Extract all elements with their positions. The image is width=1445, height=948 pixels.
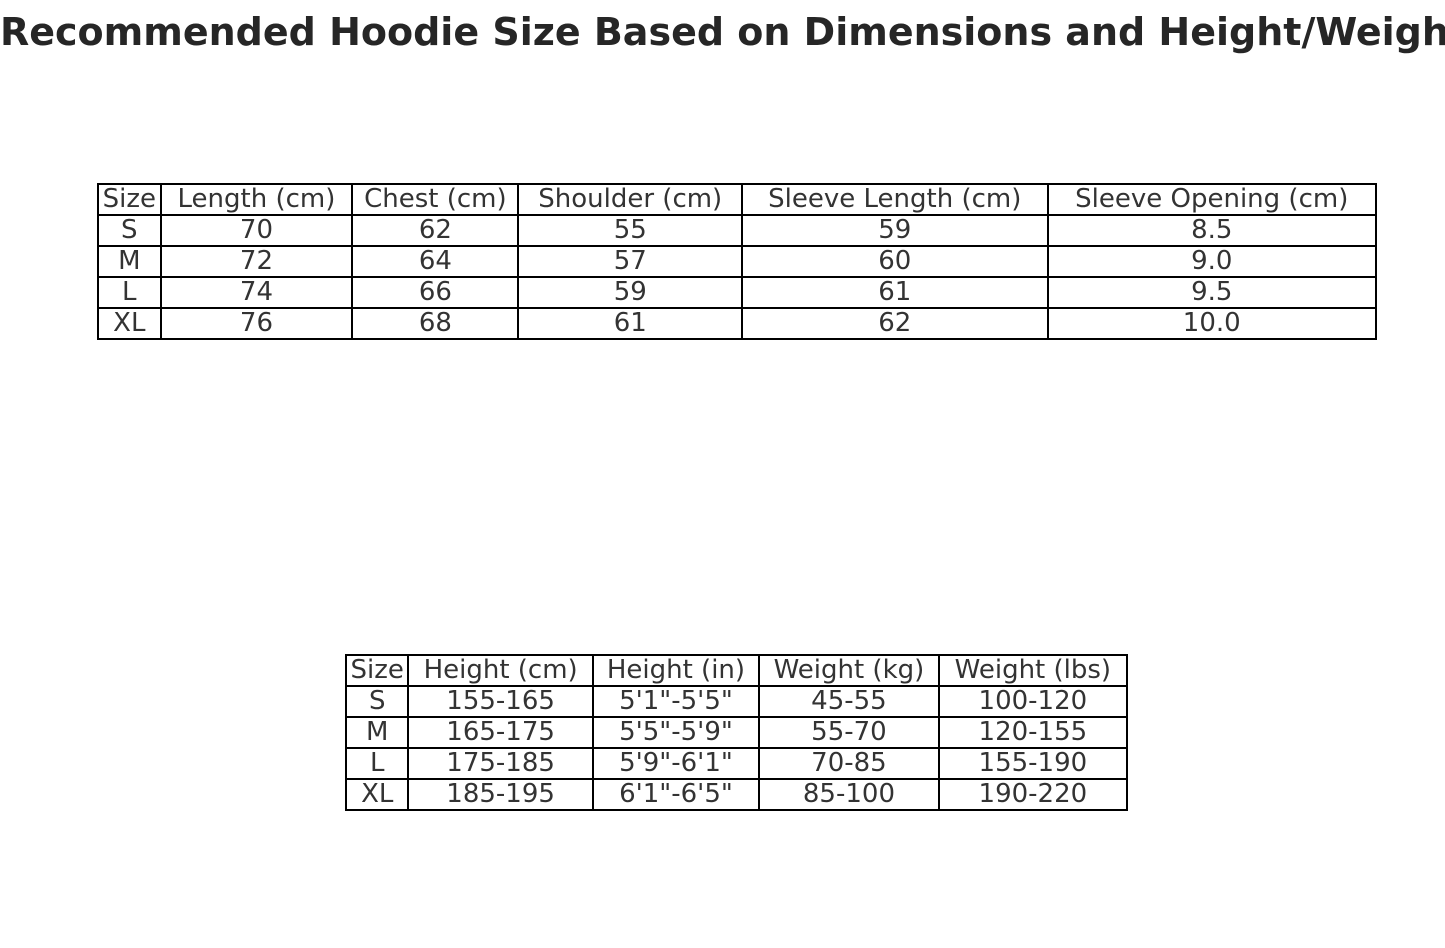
table-row: XL 76 68 61 62 10.0 <box>97 307 1377 340</box>
column-header: Length (cm) <box>159 183 354 216</box>
column-header: Shoulder (cm) <box>517 183 744 216</box>
height-weight-table: Size Height (cm) Height (in) Weight (kg) Wei… <box>344 654 1129 811</box>
table-cell: 55-70 <box>758 716 940 749</box>
table-cell: 59 <box>741 214 1049 247</box>
table-cell: 59 <box>517 276 744 309</box>
table-cell: M <box>97 245 162 278</box>
table-cell: 190-220 <box>937 778 1129 811</box>
table-cell: 10.0 <box>1046 307 1377 340</box>
table-cell: L <box>344 747 410 780</box>
table-row: L 74 66 59 61 9.5 <box>97 276 1377 309</box>
table-cell: 61 <box>517 307 744 340</box>
table-cell: 100-120 <box>937 685 1129 718</box>
table-row: M 165-175 5'5"-5'9" 55-70 120-155 <box>344 716 1129 749</box>
table-cell: 8.5 <box>1046 214 1377 247</box>
table-cell: XL <box>344 778 410 811</box>
table-row: L 175-185 5'9"-6'1" 70-85 155-190 <box>344 747 1129 780</box>
table-cell: 155-190 <box>937 747 1129 780</box>
table-cell: 155-165 <box>407 685 594 718</box>
table-cell: 76 <box>159 307 354 340</box>
hoodie-dimensions-table-container: Size Length (cm) Chest (cm) Shoulder (cm) Sl… <box>97 183 1377 340</box>
table-cell: 5'1"-5'5" <box>591 685 761 718</box>
height-weight-table-container: Size Height (cm) Height (in) Weight (kg) Wei… <box>344 654 1129 811</box>
table-cell: 185-195 <box>407 778 594 811</box>
column-header: Sleeve Length (cm) <box>741 183 1049 216</box>
table-cell: L <box>97 276 162 309</box>
table-cell: M <box>344 716 410 749</box>
table-cell: 175-185 <box>407 747 594 780</box>
table-cell: 70 <box>159 214 354 247</box>
table-row: S 70 62 55 59 8.5 <box>97 214 1377 247</box>
header-row: Size Length (cm) Chest (cm) Shoulder (cm) Sl… <box>97 183 1377 216</box>
page-title: Recommended Hoodie Size Based on Dimensi… <box>0 10 1445 54</box>
column-header: Sleeve Opening (cm) <box>1046 183 1377 216</box>
table-cell: 165-175 <box>407 716 594 749</box>
column-header: Height (in) <box>591 654 761 687</box>
hoodie-dimensions-table: Size Length (cm) Chest (cm) Shoulder (cm) Sl… <box>97 183 1377 340</box>
table-cell: 70-85 <box>758 747 940 780</box>
column-header: Weight (kg) <box>758 654 940 687</box>
table-cell: 9.0 <box>1046 245 1377 278</box>
table-cell: 62 <box>351 214 520 247</box>
table-cell: 9.5 <box>1046 276 1377 309</box>
header-row: Size Height (cm) Height (in) Weight (kg) Wei… <box>344 654 1129 687</box>
table-cell: 85-100 <box>758 778 940 811</box>
column-header: Chest (cm) <box>351 183 520 216</box>
column-header: Size <box>97 183 162 216</box>
table-cell: 61 <box>741 276 1049 309</box>
column-header: Weight (lbs) <box>937 654 1129 687</box>
table-row: XL 185-195 6'1"-6'5" 85-100 190-220 <box>344 778 1129 811</box>
table-cell: 62 <box>741 307 1049 340</box>
table-cell: 45-55 <box>758 685 940 718</box>
table-cell: 6'1"-6'5" <box>591 778 761 811</box>
table-cell: S <box>97 214 162 247</box>
table-cell: 60 <box>741 245 1049 278</box>
table-cell: 55 <box>517 214 744 247</box>
table-cell: S <box>344 685 410 718</box>
table-cell: 57 <box>517 245 744 278</box>
table-cell: 68 <box>351 307 520 340</box>
column-header: Size <box>344 654 410 687</box>
table-row: S 155-165 5'1"-5'5" 45-55 100-120 <box>344 685 1129 718</box>
table-cell: XL <box>97 307 162 340</box>
table-cell: 66 <box>351 276 520 309</box>
table-row: M 72 64 57 60 9.0 <box>97 245 1377 278</box>
table-cell: 120-155 <box>937 716 1129 749</box>
table-cell: 72 <box>159 245 354 278</box>
table-cell: 5'9"-6'1" <box>591 747 761 780</box>
column-header: Height (cm) <box>407 654 594 687</box>
table-cell: 64 <box>351 245 520 278</box>
table-cell: 74 <box>159 276 354 309</box>
table-cell: 5'5"-5'9" <box>591 716 761 749</box>
